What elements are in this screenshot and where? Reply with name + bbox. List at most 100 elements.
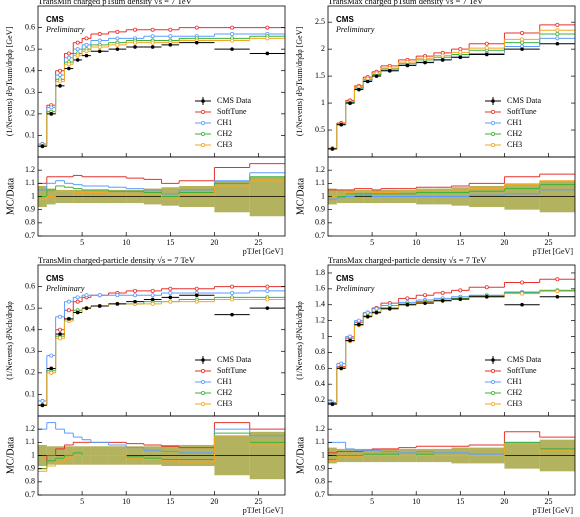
legend-label: CMS Data <box>507 355 541 364</box>
marker <box>230 32 235 37</box>
marker <box>49 370 54 375</box>
data-point <box>405 63 410 68</box>
y-tick-label: 0.3 <box>25 87 35 96</box>
legend-label: SoftTune <box>217 366 247 375</box>
ratio-y-tick-label: 1.1 <box>315 437 325 446</box>
ratio-y-tick-label: 1.2 <box>25 424 35 433</box>
data-point <box>230 312 234 317</box>
y-tick-label: 1 <box>321 331 325 340</box>
legend-label: CMS Data <box>217 355 251 364</box>
ratio-y-axis-label: MC/Data <box>5 436 16 474</box>
ratio-y-tick-label: 1.2 <box>315 424 325 433</box>
status-label: Preliminary <box>45 284 85 293</box>
legend-label: SoftTune <box>507 366 537 375</box>
panel: 0.5 1 1.5 2 2.5 0.7 0.8 0.9 1 1.1 1.2 5 10 15 20 25pTJe… <box>295 0 576 256</box>
x-tick-label: 20 <box>210 497 218 506</box>
data-point <box>387 306 392 311</box>
data-point <box>339 122 344 127</box>
legend-swatch <box>490 131 495 136</box>
legend-swatch <box>200 142 205 147</box>
y-tick-label: 0.5 <box>315 125 325 134</box>
chart-title: TransMin charged pTsum density √s = 7 Te… <box>38 0 193 6</box>
marker <box>168 27 173 32</box>
y-tick-label: 0.1 <box>25 389 35 398</box>
data-point <box>357 87 361 92</box>
data-point <box>423 301 427 305</box>
marker <box>423 56 428 61</box>
data-point <box>555 294 560 299</box>
y-axis-label: (1/Nevents) d²pTsum/dηdφ [GeV] <box>295 27 304 137</box>
ratio-y-tick-label: 0.8 <box>315 477 325 486</box>
ratio-y-tick-label: 1 <box>321 450 325 459</box>
ratio-y-tick-label: 0.9 <box>25 463 35 472</box>
marker <box>75 47 80 52</box>
marker <box>265 297 270 302</box>
legend-label: CH3 <box>217 140 232 149</box>
marker <box>374 306 379 311</box>
y-tick-label: 0.4 <box>25 66 35 75</box>
y-tick-label: 0.6 <box>315 363 325 372</box>
legend-label: CH2 <box>217 129 232 138</box>
marker <box>230 284 235 289</box>
y-tick-label: 1.8 <box>315 268 325 277</box>
data-point <box>405 302 410 307</box>
marker <box>75 299 80 304</box>
marker <box>265 36 270 41</box>
marker <box>484 41 489 46</box>
data-point <box>365 79 370 84</box>
data-point <box>97 49 102 54</box>
marker <box>230 291 235 296</box>
ratio-y-tick-label: 0.7 <box>315 490 325 499</box>
marker <box>150 293 155 298</box>
marker <box>339 361 344 366</box>
marker <box>458 47 463 52</box>
data-point <box>339 366 344 371</box>
marker <box>150 301 155 306</box>
ratio-y-tick-label: 0.7 <box>315 231 325 240</box>
data-point <box>374 74 379 78</box>
ratio-y-tick-label: 0.9 <box>315 204 325 213</box>
marker <box>230 38 235 43</box>
marker <box>555 22 560 27</box>
data-point <box>67 317 71 321</box>
marker <box>194 286 199 291</box>
y-tick-label: 1.6 <box>315 284 325 293</box>
data-point <box>265 51 270 56</box>
data-point <box>115 47 120 51</box>
data-point <box>357 322 361 327</box>
legend-swatch <box>200 121 205 126</box>
data-point <box>133 299 137 304</box>
legend-swatch <box>490 379 495 384</box>
marker <box>520 37 525 42</box>
panel: 0.1 0.2 0.3 0.4 0.5 0.6 0.7 0.8 0.9 1 1.1 1.2 5 10 15 2… <box>5 255 286 515</box>
legend-swatch <box>491 358 495 362</box>
marker <box>115 36 120 41</box>
marker <box>58 327 63 332</box>
data-point <box>458 55 463 60</box>
x-tick-label: 20 <box>210 238 218 247</box>
panel: 0.2 0.4 0.6 0.8 1 1.2 1.4 1.6 1.8 0.7 0.8 0.9 1 1.1 1.… <box>295 255 576 515</box>
y-tick-label: 0.6 <box>25 22 35 31</box>
y-tick-label: 1 <box>321 98 325 107</box>
y-tick-label: 1.4 <box>315 300 325 309</box>
marker <box>150 27 155 32</box>
x-tick-label: 15 <box>166 238 174 247</box>
legend-swatch <box>200 401 205 406</box>
marker <box>150 288 155 293</box>
x-tick-label: 20 <box>500 238 508 247</box>
y-tick-label: 0.8 <box>315 347 325 356</box>
data-point <box>423 60 427 65</box>
marker <box>58 314 63 319</box>
marker <box>230 25 235 30</box>
y-axis-label: (1/Nevents) d²pTsum/dηdφ [GeV] <box>5 27 14 137</box>
marker <box>265 288 270 293</box>
legend-label: CMS Data <box>217 96 251 105</box>
experiment-label: CMS <box>46 15 64 24</box>
x-tick-label: 5 <box>370 238 374 247</box>
marker <box>97 293 102 298</box>
x-tick-label: 25 <box>255 497 263 506</box>
marker <box>58 73 63 78</box>
y-tick-label: 2.5 <box>315 17 325 26</box>
legend-label: CH3 <box>507 140 522 149</box>
